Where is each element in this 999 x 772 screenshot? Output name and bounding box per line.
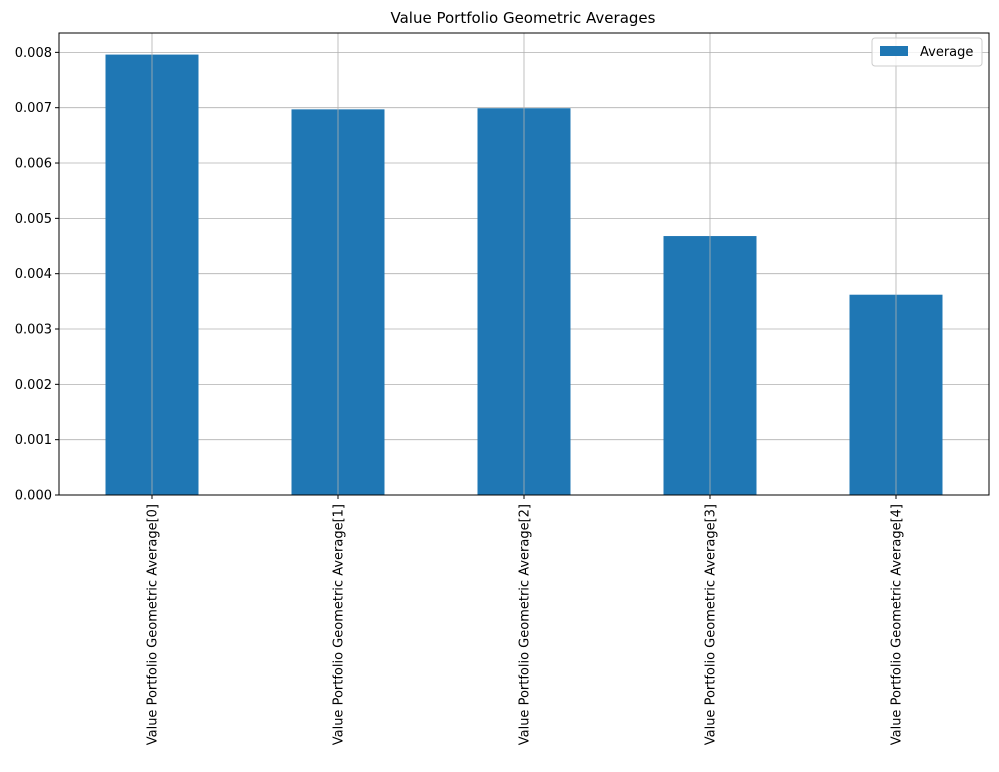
y-tick-label: 0.003 [15, 323, 52, 338]
chart-title: Value Portfolio Geometric Averages [391, 9, 656, 27]
x-tick-label: Value Portfolio Geometric Average[2] [518, 504, 533, 745]
x-tick-label: Value Portfolio Geometric Average[3] [704, 504, 719, 745]
x-tick-label: Value Portfolio Geometric Average[4] [890, 504, 905, 745]
y-tick-label: 0.005 [15, 212, 52, 227]
y-tick-label: 0.008 [15, 46, 52, 61]
legend-box [871, 37, 983, 67]
legend-label: Average [920, 45, 973, 60]
x-axis-ticks: Value Portfolio Geometric Average[0] Valu… [146, 495, 905, 745]
legend: Average [871, 37, 983, 67]
y-tick-label: 0.007 [15, 101, 52, 116]
x-tick-label: Value Portfolio Geometric Average[1] [332, 504, 347, 745]
y-tick-label: 0.004 [15, 267, 52, 282]
y-tick-label: 0.000 [15, 489, 52, 504]
y-tick-label: 0.001 [15, 433, 52, 448]
legend-swatch [880, 46, 908, 56]
y-tick-label: 0.006 [15, 157, 52, 172]
x-tick-label: Value Portfolio Geometric Average[0] [146, 504, 161, 745]
y-axis-ticks: 0.000 0.001 0.002 0.003 0.004 0.005 0.006 0.007… [15, 46, 59, 504]
y-tick-label: 0.002 [15, 378, 52, 393]
x-grid-lines [151, 33, 897, 495]
